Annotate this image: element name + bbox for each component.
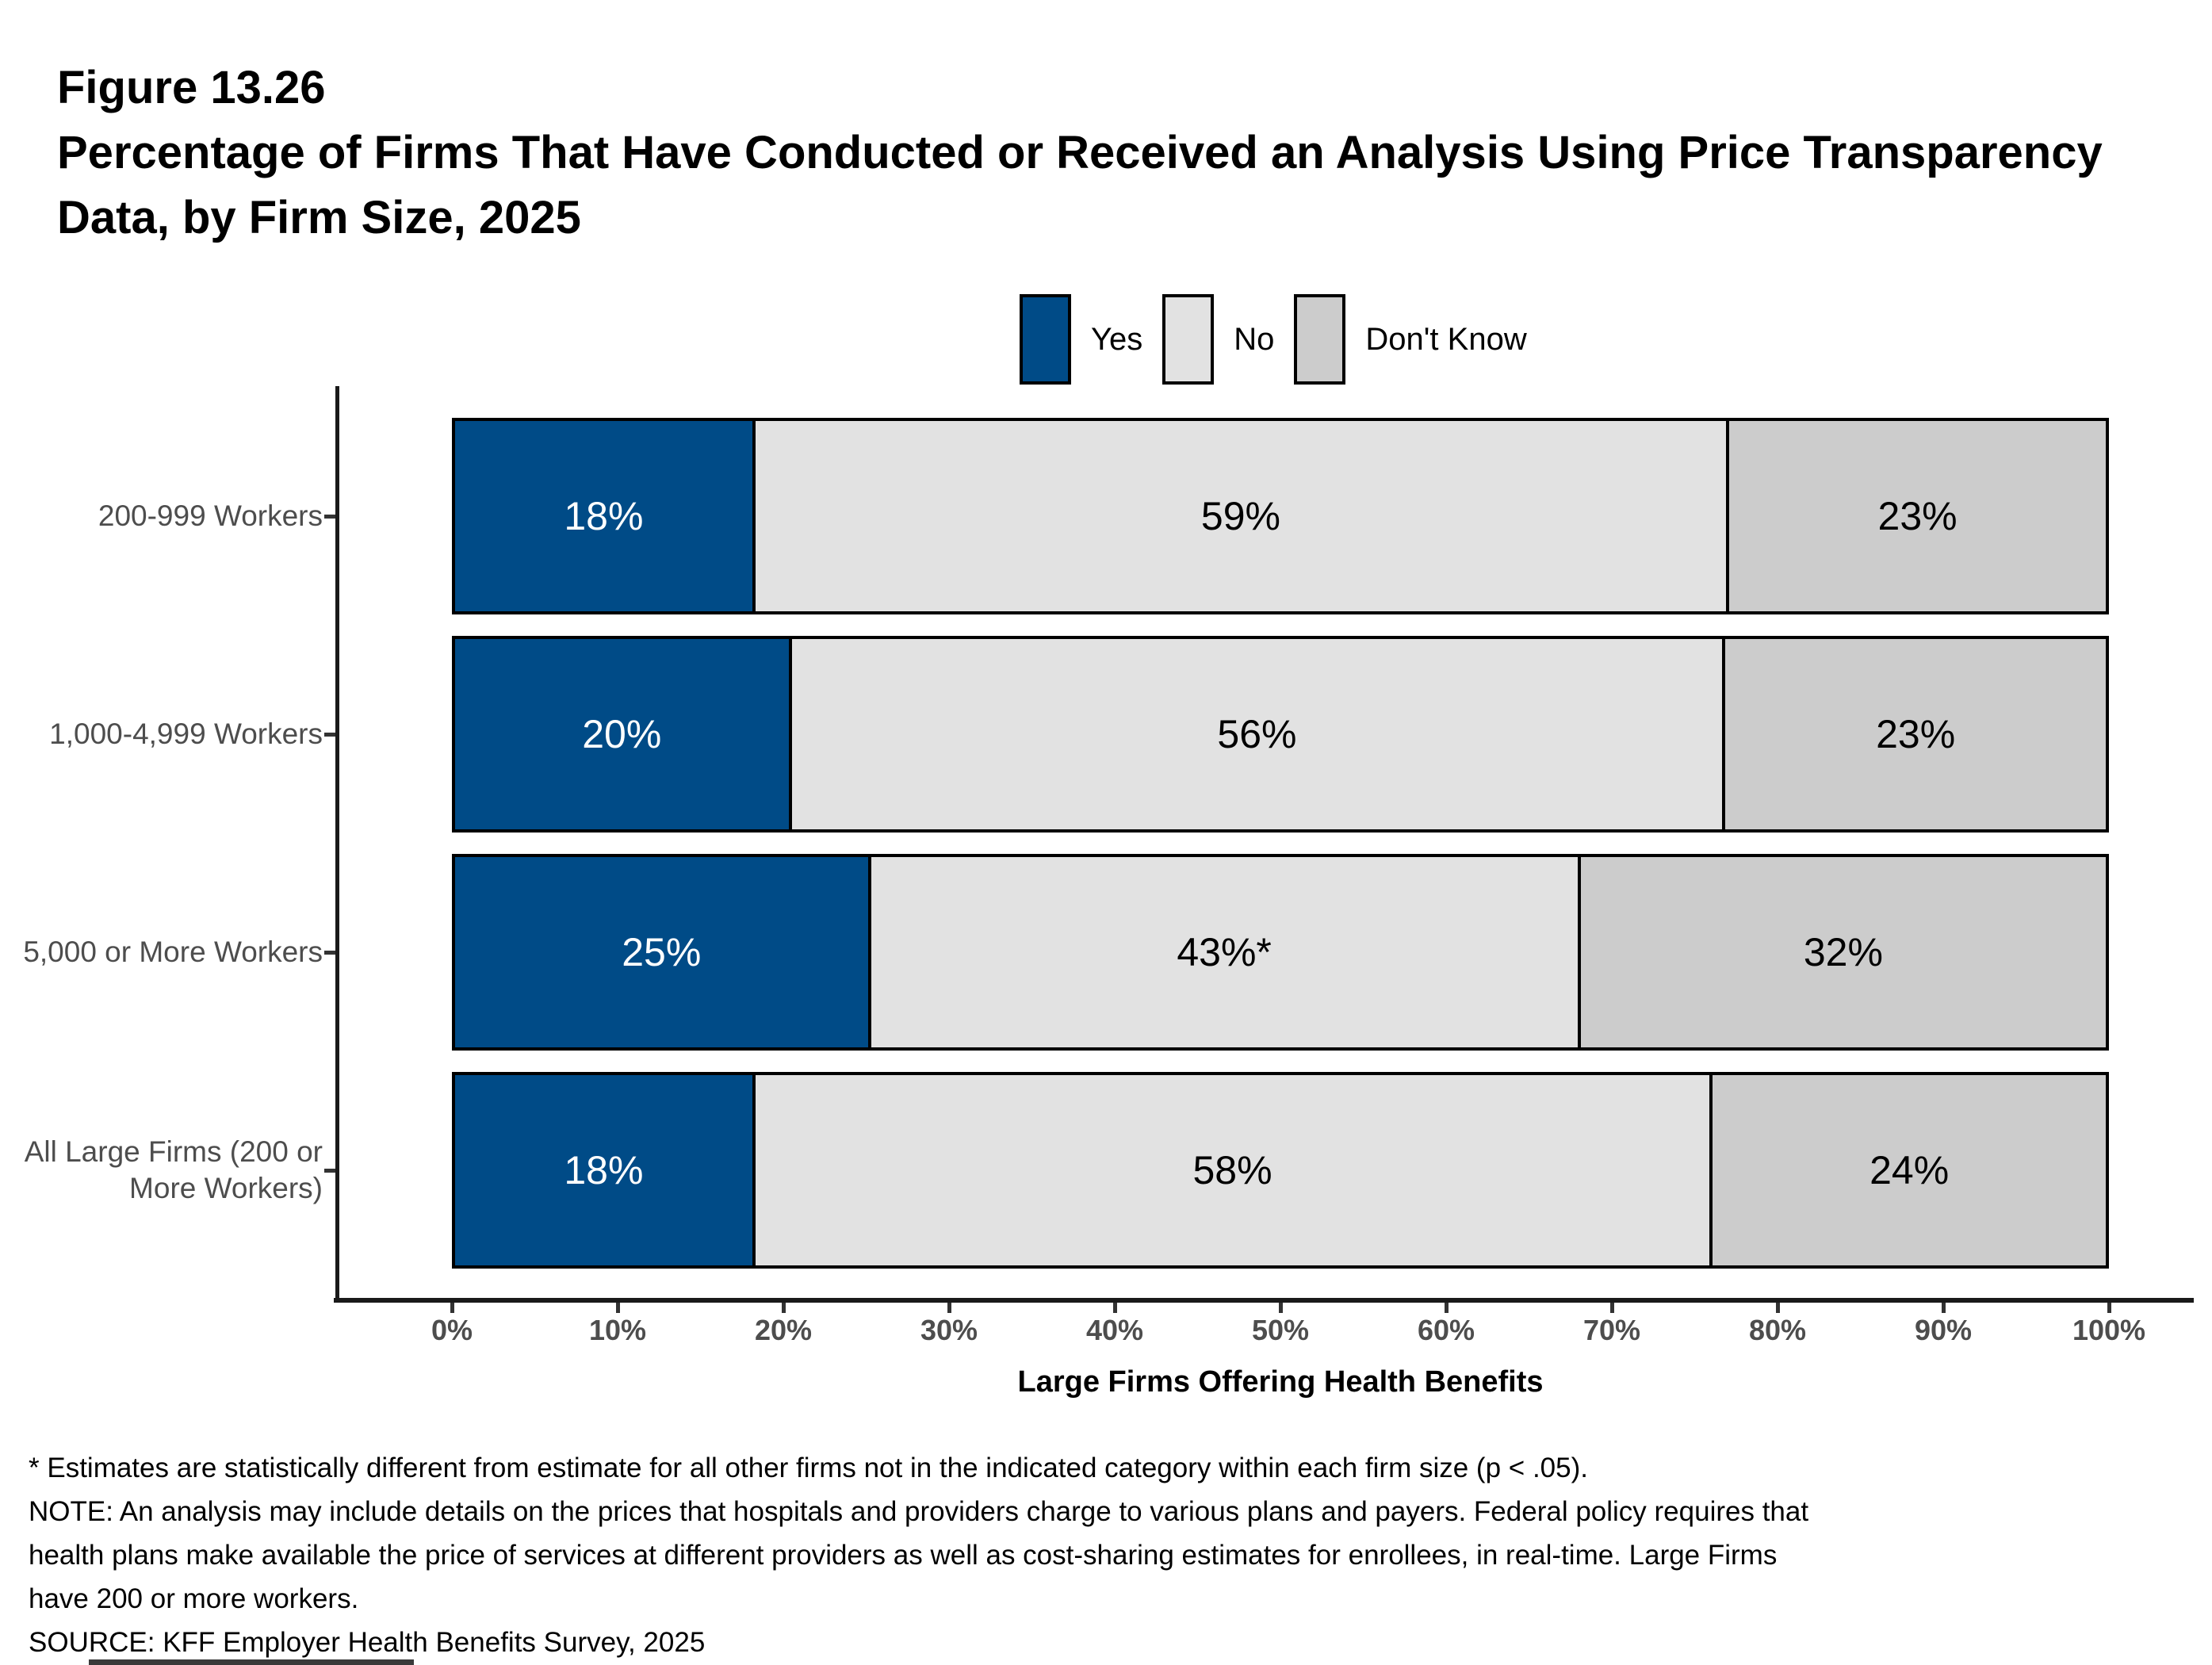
legend-label-no: No (1234, 321, 1275, 357)
y-axis-line (335, 386, 339, 1299)
x-axis-tick (2107, 1303, 2111, 1313)
figure-title-line-1: Percentage of Firms That Have Conducted … (57, 127, 2103, 178)
category-label-5-000-or-more-workers: 5,000 or More Workers (23, 936, 323, 968)
legend-swatch-don-t-know (1294, 294, 1346, 385)
bar-segment-yes: 18% (455, 421, 752, 611)
bar-value-label: 23% (1877, 494, 1958, 538)
x-axis-line (334, 1298, 2194, 1303)
y-axis-tick (324, 733, 335, 737)
footnote-source: SOURCE: KFF Employer Health Benefits Sur… (29, 1627, 706, 1658)
bar-segment-don-t-know: 23% (1722, 639, 2106, 829)
cropped-artifact-line (89, 1659, 414, 1665)
x-axis-tick-label: 80% (1748, 1314, 1807, 1346)
x-axis-tick (450, 1303, 454, 1313)
bar-value-label: 56% (1217, 712, 1297, 756)
bar-value-label: 23% (1876, 712, 1956, 756)
bar-segment-no: 43%* (867, 857, 1578, 1047)
bar-segment-don-t-know: 24% (1709, 1075, 2106, 1265)
bar-segment-no: 58% (752, 1075, 1710, 1265)
bar-segment-yes: 25% (455, 857, 868, 1047)
y-axis-tick (324, 951, 335, 955)
bar-segment-no: 59% (752, 421, 1727, 611)
legend-label-yes: Yes (1091, 321, 1143, 357)
bar-value-label: 18% (564, 1148, 644, 1192)
bar-value-label: 58% (1192, 1148, 1272, 1192)
x-axis-tick (1942, 1303, 1946, 1313)
y-axis-tick (324, 1169, 335, 1173)
x-axis-tick (1113, 1303, 1117, 1313)
category-label-1-000-4-999-workers: 1,000-4,999 Workers (49, 718, 323, 750)
bar-value-label: 24% (1869, 1148, 1950, 1192)
y-axis-tick (324, 515, 335, 519)
footnote-asterisk: * Estimates are statistically different … (29, 1453, 1588, 1483)
bar-segment-no: 56% (788, 639, 1723, 829)
bar-segment-yes: 20% (455, 639, 789, 829)
bar-row-all-large-firms-200-or: 18% 58% 24% (452, 1072, 2109, 1269)
bar-row-1-000-4-999-workers: 20% 56% 23% (452, 636, 2109, 832)
x-axis-tick-label: 30% (920, 1314, 978, 1346)
x-axis-tick (616, 1303, 620, 1313)
x-axis-tick (1279, 1303, 1283, 1313)
bar-row-5-000-or-more-workers: 25% 43%* 32% (452, 854, 2109, 1051)
bar-value-label: 59% (1200, 494, 1280, 538)
x-axis-tick-label: 0% (431, 1314, 473, 1346)
legend-swatch-yes (1020, 294, 1071, 385)
bar-value-label: 25% (622, 930, 702, 974)
category-label-200-999-workers: 200-999 Workers (98, 500, 323, 532)
bar-segment-don-t-know: 32% (1577, 857, 2106, 1047)
x-axis-tick-label: 20% (754, 1314, 813, 1346)
bar-value-label: 43%* (1177, 930, 1272, 974)
footnote-note-line-2: health plans make available the price of… (29, 1540, 1778, 1571)
x-axis-tick (947, 1303, 951, 1313)
x-axis-tick (1610, 1303, 1614, 1313)
x-axis-title: Large Firms Offering Health Benefits (1017, 1365, 1544, 1399)
x-axis-tick-label: 40% (1085, 1314, 1144, 1346)
figure-title-line-2: Data, by Firm Size, 2025 (57, 192, 581, 243)
legend-swatch-no (1162, 294, 1215, 385)
bar-segment-don-t-know: 23% (1726, 421, 2106, 611)
x-axis-tick-label: 60% (1417, 1314, 1475, 1346)
chart-legend: Yes No Don't Know (1020, 294, 1527, 385)
x-axis-tick-label: 70% (1582, 1314, 1641, 1346)
x-axis-tick (1776, 1303, 1780, 1313)
x-axis-tick (1445, 1303, 1449, 1313)
footnote-note-line-1: NOTE: An analysis may include details on… (29, 1496, 1809, 1527)
legend-label-don-t-know: Don't Know (1365, 321, 1527, 357)
bar-value-label: 32% (1803, 930, 1883, 974)
bar-row-200-999-workers: 18% 59% 23% (452, 418, 2109, 614)
footnotes: * Estimates are statistically different … (29, 1446, 1808, 1664)
footnote-note-line-3: have 200 or more workers. (29, 1583, 359, 1614)
bar-value-label: 18% (564, 494, 644, 538)
x-axis-tick-label: 90% (1914, 1314, 1973, 1346)
bar-value-label: 20% (582, 712, 662, 756)
x-axis-tick-label: 100% (2072, 1314, 2146, 1346)
x-axis-tick-label: 10% (588, 1314, 647, 1346)
x-axis-tick (782, 1303, 786, 1313)
bar-segment-yes: 18% (455, 1075, 752, 1265)
category-label-all-large-firms-200-or: All Large Firms (200 or More Workers) (24, 1135, 323, 1204)
figure-number: Figure 13.26 (57, 62, 326, 113)
figure-title: Figure 13.26 Percentage of Firms That Ha… (57, 56, 2103, 251)
x-axis-tick-label: 50% (1251, 1314, 1310, 1346)
